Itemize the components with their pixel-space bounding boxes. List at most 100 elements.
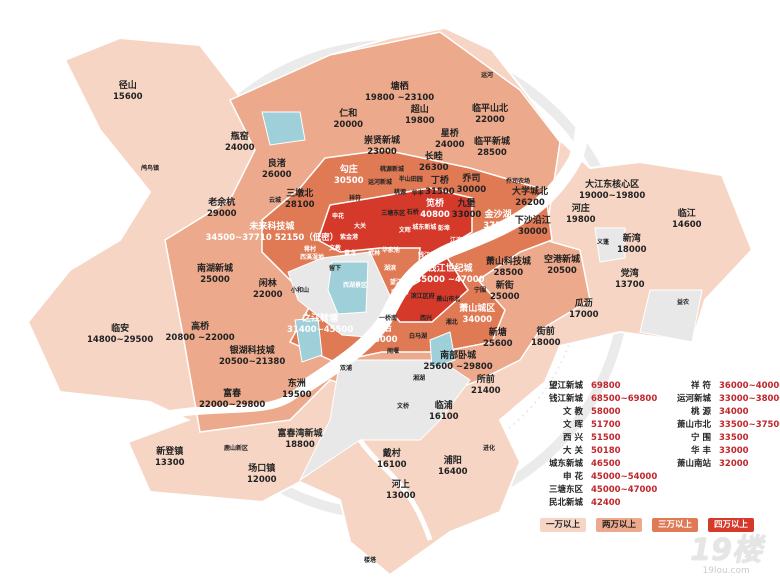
area-price: 30500 xyxy=(334,176,364,186)
area-name: 三塘东区 xyxy=(381,209,406,217)
area-name: 大学城北 xyxy=(512,186,549,197)
price-row: 运河新城 33000~38000 xyxy=(661,393,780,406)
area-name: 街前 xyxy=(536,327,555,337)
area-name: 运河 xyxy=(481,71,494,79)
area-name: 运河新城 xyxy=(368,178,393,186)
map-label: 星桥 24000 xyxy=(435,129,465,151)
price-area: 城东新城 xyxy=(548,459,583,469)
map-label: 文晖 xyxy=(399,227,411,234)
map-label: 富春湾新城 18800 xyxy=(278,429,323,451)
price-area: 钱江新城 xyxy=(548,394,583,404)
area-price: 19800 ~23100 xyxy=(365,92,435,103)
area-price: 28500 xyxy=(493,268,524,278)
area-name: 南部卧城 xyxy=(440,351,477,362)
area-name: 新街 xyxy=(495,280,514,291)
price-value: 42400 xyxy=(591,498,621,508)
area-name: 宁围 xyxy=(474,287,487,294)
area-name: 进化 xyxy=(483,444,496,452)
fuchun-river xyxy=(139,387,303,424)
map-label: 黄龙 xyxy=(344,250,356,257)
area-name: 义蓬 xyxy=(597,238,610,246)
map-label: 所前 21400 xyxy=(471,375,501,397)
area-price: 25000 xyxy=(490,291,520,302)
map-label: 义蓬 xyxy=(597,239,609,246)
map-label: 宁围 xyxy=(474,287,486,294)
map-label: 之江转塘 31400~45500 xyxy=(287,314,353,336)
price-table: 望江新城 69800 钱江新城 68500~69800 文 教 58000 文 晖 51700… xyxy=(533,380,780,512)
area-name: 崇贤新城 xyxy=(364,136,401,146)
map-label: 萧山市北 xyxy=(436,296,460,303)
area-name: 西溪湿地 xyxy=(300,254,325,262)
map-label: 湘北 xyxy=(446,319,458,326)
map-label: 径山 15600 xyxy=(113,81,143,103)
map-label: 江滨新城 xyxy=(450,237,474,244)
price-area: 华 丰 xyxy=(691,446,711,456)
map-label: 塘栖 19800 ~23100 xyxy=(365,82,434,104)
area-name: 高桥 xyxy=(191,322,210,333)
price-row: 宁 围 33500 xyxy=(661,432,780,445)
area-price: 29000 xyxy=(207,208,237,219)
map-label: 紫金港 xyxy=(340,234,358,241)
area-name: 新湾 xyxy=(622,234,641,244)
area-name: 星桥 xyxy=(440,128,459,139)
area-name: 丁桥 xyxy=(430,175,449,186)
price-area: 萧山南站 xyxy=(676,459,711,469)
map-label: 高桥 20800 ~22000 xyxy=(166,322,235,344)
map-label: 钱江新城 xyxy=(418,252,442,259)
area-price: 22000 xyxy=(475,115,505,125)
area-name: 径山 xyxy=(118,81,137,91)
price-table-right: 祥 符 36000~40000 运河新城 33000~38000 桃 源 34000 萧山市… xyxy=(661,380,780,471)
map-label: 文教 xyxy=(329,245,341,252)
area-name: 鸬鸟镇 xyxy=(141,164,160,172)
area-name: 老余杭 xyxy=(208,197,236,208)
map-label: 大学城北 26200 xyxy=(512,187,548,209)
map-label: 一桥南 xyxy=(379,315,397,322)
price-table-left: 望江新城 69800 钱江新城 68500~69800 文 教 58000 文 晖 51700… xyxy=(533,380,657,510)
area-name: 益农 xyxy=(677,298,690,306)
area-price: 19800 xyxy=(405,116,435,127)
price-area: 运河新城 xyxy=(676,394,711,404)
area-price: 23000 xyxy=(367,147,397,157)
area-price: 25600 xyxy=(483,338,513,349)
map-label: 笕桥 40800 xyxy=(420,199,450,221)
area-name: 申花 xyxy=(332,213,345,221)
price-row: 三塘东区 45000~47000 xyxy=(533,484,657,497)
price-row: 文 教 58000 xyxy=(533,406,657,419)
area-name: 石桥 xyxy=(406,208,419,216)
area-price: 24000 xyxy=(435,139,465,150)
area-name: 彭埠 xyxy=(437,224,450,232)
area-name: 三墩北 xyxy=(286,189,314,199)
area-name: 文桥 xyxy=(397,402,410,410)
price-row: 望江新城 69800 xyxy=(533,380,657,393)
map-label: 超山 19800 xyxy=(405,105,435,127)
area-name: 九堡 xyxy=(457,199,476,210)
map-label: 乔司 30000 xyxy=(457,174,487,196)
area-price: 38000 xyxy=(368,335,398,345)
map-label: 临安 14800~29500 xyxy=(87,324,153,346)
area-name: 大江东核心区 xyxy=(585,180,640,191)
area-name: 萧山科技城 xyxy=(485,257,531,267)
region-unpriced-yipeng xyxy=(594,227,626,263)
area-name: 滨江区府 xyxy=(410,292,435,300)
qiantang-river xyxy=(296,65,590,396)
map-label: 戴村 16100 xyxy=(377,449,407,471)
area-name: 湘湖 xyxy=(413,374,426,382)
area-price: 24000 xyxy=(225,143,255,153)
area-name: 华家池 xyxy=(381,246,400,254)
area-name: 超山 xyxy=(410,105,429,116)
area-name: 之江转塘 xyxy=(302,314,339,324)
map-label: 文桥 xyxy=(397,403,409,410)
area-name: 紫金港 xyxy=(340,233,359,241)
renhe-lake xyxy=(261,111,306,146)
area-name: 西兴 xyxy=(420,314,433,322)
price-value: 36000~40000 xyxy=(719,381,780,391)
area-name: 临江 xyxy=(677,209,696,219)
map-label: 瓶窑 24000 xyxy=(225,132,255,154)
map-label: 闻堰 xyxy=(387,348,399,355)
area-name: 大关 xyxy=(354,222,367,230)
map-label: 银湖科技城 20500~21380 xyxy=(219,346,285,368)
area-price: 31500 xyxy=(425,186,455,197)
legend-item: 一万以上 xyxy=(540,518,586,532)
legend-item: 四万以上 xyxy=(708,518,754,532)
area-name: 瓜沥 xyxy=(574,299,593,309)
